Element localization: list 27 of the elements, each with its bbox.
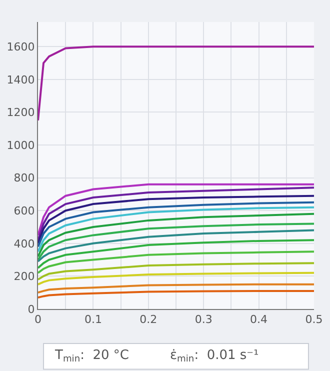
line-series bbox=[38, 239, 314, 269]
x-tick-label: 0.5 bbox=[305, 313, 323, 326]
y-tick-label: 800 bbox=[14, 172, 35, 185]
x-tick-label: 0.4 bbox=[250, 313, 268, 326]
y-tick-label: 1600 bbox=[6, 40, 35, 54]
text: ε̇$_{min}$: 0.01 s⁻¹ bbox=[170, 348, 259, 365]
x-tick-label: 0.3 bbox=[194, 313, 212, 326]
y-tick-label: 1400 bbox=[6, 73, 35, 86]
line-series bbox=[38, 222, 314, 261]
line-series bbox=[38, 290, 314, 299]
y-tick-label: 600 bbox=[14, 204, 35, 218]
y-tick-label: 200 bbox=[14, 270, 35, 284]
line-series bbox=[38, 283, 314, 294]
y-tick-label: 1200 bbox=[6, 106, 35, 120]
line-series bbox=[38, 46, 314, 122]
line-series bbox=[38, 212, 314, 258]
line-series bbox=[38, 194, 314, 244]
line-series bbox=[38, 262, 314, 280]
x-tick-label: 0.2 bbox=[140, 313, 158, 326]
y-tick-label: 400 bbox=[14, 237, 35, 250]
text: T$_{min}$: 20 °C bbox=[54, 348, 130, 365]
y-tick-label: 0 bbox=[28, 302, 35, 316]
line-series bbox=[38, 250, 314, 274]
x-tick-label: 0.1 bbox=[84, 313, 102, 326]
y-tick-label: 1000 bbox=[6, 138, 35, 152]
line-series bbox=[38, 229, 314, 262]
line-series bbox=[38, 272, 314, 286]
